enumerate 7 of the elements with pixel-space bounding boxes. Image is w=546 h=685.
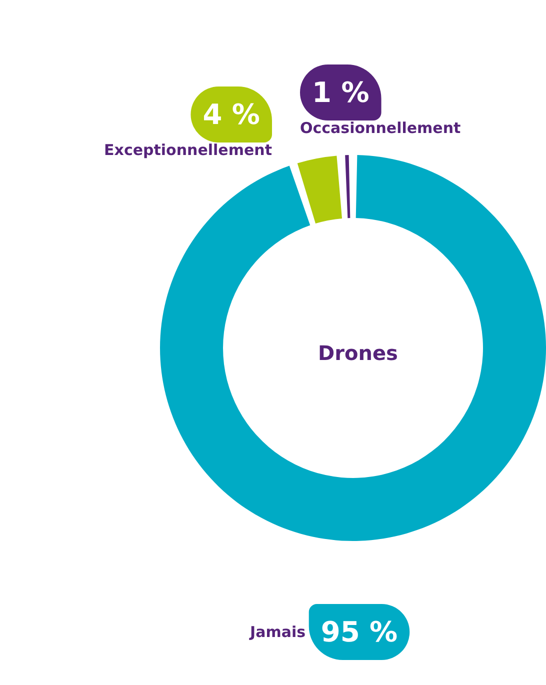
data-label: 1 % bbox=[312, 76, 370, 109]
data-label: 4 % bbox=[202, 98, 260, 131]
slice-label: Exceptionnellement bbox=[104, 141, 272, 159]
slice-label: Occasionnellement bbox=[300, 119, 461, 137]
data-label: 95 % bbox=[320, 616, 398, 648]
slice-label: Jamais bbox=[249, 623, 306, 641]
text: Drones bbox=[318, 341, 398, 365]
